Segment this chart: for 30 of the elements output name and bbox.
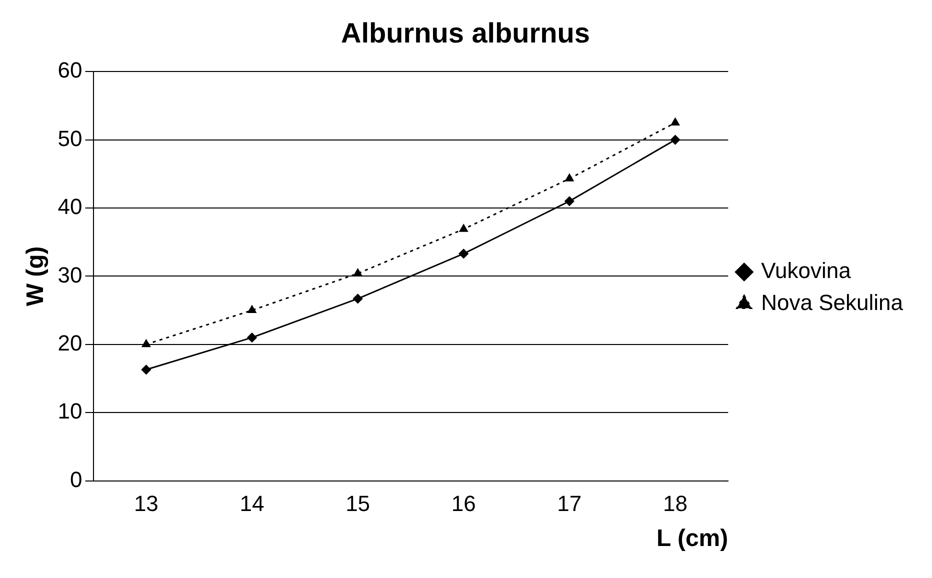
point xyxy=(248,306,256,314)
y-tick-label: 60 xyxy=(58,58,82,83)
point xyxy=(670,135,680,145)
x-tick-label: 13 xyxy=(134,491,158,516)
y-tick-label: 40 xyxy=(58,194,82,220)
point xyxy=(459,224,468,232)
y-axis-title: W (g) xyxy=(22,246,50,306)
x-tick-label: 16 xyxy=(451,491,476,516)
legend-label: Nova Sekulina xyxy=(761,290,904,316)
y-tick-label: 0 xyxy=(70,466,82,492)
y-tick-label: 30 xyxy=(58,262,82,288)
legend-label: Vukovina xyxy=(761,258,852,284)
x-tick-label: 17 xyxy=(557,491,582,516)
y-tick-label: 10 xyxy=(58,398,82,424)
x-tick-label: 15 xyxy=(346,491,370,516)
point xyxy=(353,294,363,304)
x-tick-label: 14 xyxy=(240,491,264,516)
point xyxy=(354,268,362,276)
x-axis-title: L (cm) xyxy=(656,525,728,552)
point xyxy=(247,332,257,342)
point xyxy=(564,196,574,206)
x-tick-label: 18 xyxy=(662,491,688,516)
point xyxy=(142,340,150,348)
y-tick-label: 50 xyxy=(58,126,82,151)
y-tick-label: 20 xyxy=(58,330,82,356)
chart-title: Alburnus alburnus xyxy=(341,18,590,49)
point xyxy=(565,174,574,182)
point xyxy=(141,364,151,374)
point xyxy=(458,248,468,258)
point xyxy=(671,118,680,126)
